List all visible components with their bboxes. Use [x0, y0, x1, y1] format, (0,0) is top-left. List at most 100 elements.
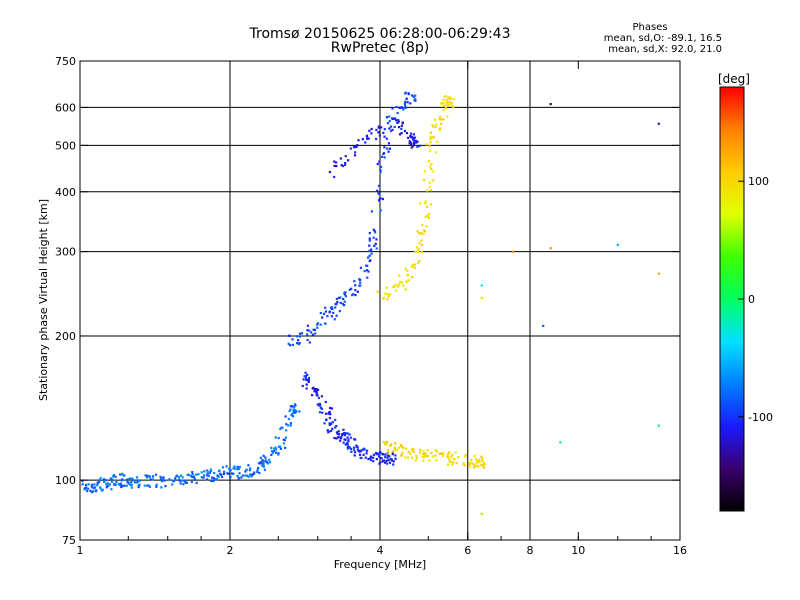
data-point — [417, 247, 420, 251]
data-point — [359, 284, 362, 287]
data-point — [379, 209, 382, 212]
data-point — [132, 479, 135, 482]
data-point — [390, 458, 393, 461]
data-point — [394, 289, 398, 292]
data-point — [394, 442, 397, 445]
data-point — [344, 291, 347, 294]
data-point — [346, 436, 349, 439]
data-point — [315, 391, 318, 394]
data-point — [473, 464, 477, 467]
data-point — [413, 136, 416, 139]
data-point — [398, 283, 401, 286]
data-point — [464, 455, 467, 458]
y-tick-label: 500 — [55, 139, 76, 152]
data-point — [342, 164, 345, 168]
data-point — [393, 125, 396, 129]
data-point — [333, 164, 336, 168]
data-point — [435, 123, 438, 126]
data-point — [404, 100, 407, 103]
data-point — [391, 128, 394, 132]
data-point — [249, 467, 252, 470]
data-point — [229, 468, 232, 472]
data-point — [414, 250, 417, 253]
data-point — [316, 388, 320, 391]
data-point — [343, 293, 347, 296]
data-point — [328, 423, 331, 427]
data-point — [382, 297, 385, 300]
data-point — [446, 463, 450, 466]
data-point — [180, 479, 184, 482]
data-point — [400, 127, 403, 130]
data-point — [206, 469, 209, 472]
data-point — [285, 429, 288, 432]
data-point — [657, 424, 660, 427]
data-point — [172, 479, 175, 482]
data-point — [425, 205, 429, 208]
data-point — [136, 481, 139, 484]
data-point — [412, 133, 415, 136]
data-point — [414, 94, 417, 97]
data-point — [318, 402, 321, 406]
data-point — [411, 276, 414, 279]
data-point — [330, 315, 333, 318]
data-point — [336, 432, 339, 435]
data-point — [311, 387, 314, 390]
data-point — [419, 202, 422, 205]
chart-subtitle: RwPretec (8p) — [330, 40, 430, 56]
data-point — [542, 324, 545, 328]
data-point — [279, 427, 282, 431]
data-point — [304, 375, 307, 378]
chart-title: Tromsø 20150625 06:28:00-06:29:43 — [249, 26, 511, 42]
data-point — [190, 480, 193, 484]
data-point — [305, 373, 309, 377]
data-point — [220, 475, 224, 479]
data-point — [394, 119, 398, 122]
data-point — [185, 481, 188, 484]
data-point — [145, 476, 149, 479]
stats-x-mode: mean, sd,X: 92.0, 21.0 — [608, 44, 722, 55]
data-point — [316, 394, 319, 397]
data-point — [162, 476, 165, 479]
data-point — [203, 470, 206, 473]
data-point — [322, 312, 326, 315]
data-point — [366, 136, 369, 139]
data-point — [404, 267, 407, 270]
data-point — [321, 411, 324, 414]
data-point — [306, 333, 309, 336]
data-point — [397, 119, 400, 122]
data-point — [130, 481, 133, 484]
data-point — [339, 157, 342, 160]
data-point — [343, 432, 346, 435]
data-point — [481, 457, 484, 460]
data-point — [396, 285, 400, 288]
data-point — [363, 447, 366, 450]
data-point — [385, 459, 388, 462]
data-point — [264, 456, 267, 459]
data-point — [415, 454, 418, 457]
data-point — [448, 451, 451, 454]
data-point — [112, 475, 115, 478]
data-point — [350, 294, 354, 297]
data-point — [106, 482, 109, 485]
data-point — [263, 460, 266, 463]
data-point — [349, 436, 353, 439]
data-point — [92, 490, 95, 493]
data-point — [238, 465, 241, 469]
data-point — [377, 199, 381, 202]
data-point — [103, 480, 106, 483]
data-point — [335, 314, 338, 317]
data-point — [206, 472, 209, 475]
data-point — [657, 272, 660, 275]
data-point — [353, 449, 356, 452]
data-point — [344, 438, 347, 441]
data-point — [151, 475, 155, 478]
data-point — [356, 448, 359, 451]
data-point — [370, 132, 373, 135]
data-point — [446, 96, 450, 99]
data-point — [367, 270, 370, 273]
colorbar-unit-label: [deg] — [718, 72, 750, 86]
colorbar-tick-label: 100 — [748, 175, 769, 188]
data-point — [420, 243, 424, 247]
data-point — [368, 129, 371, 132]
data-point — [287, 417, 290, 421]
